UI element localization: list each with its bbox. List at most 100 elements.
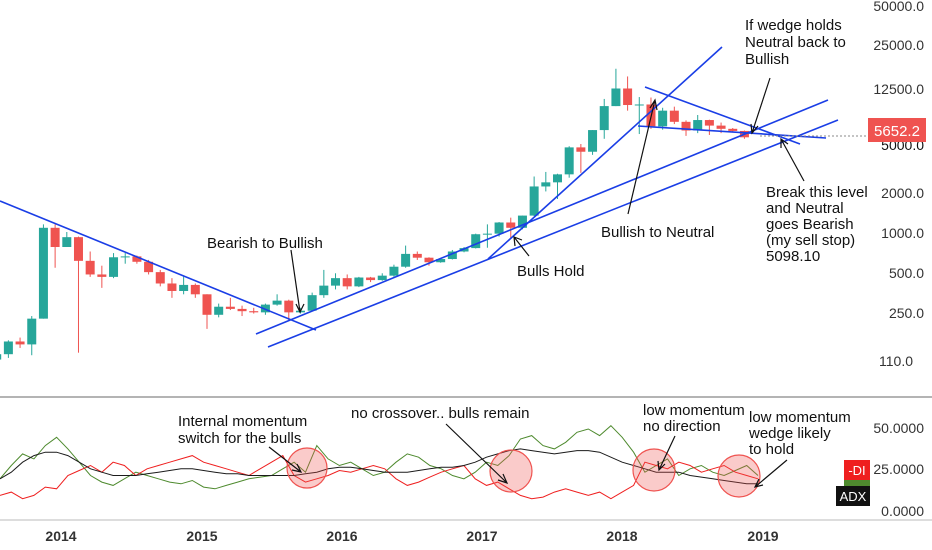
annotation-bearish-to-bullish: Bearish to Bullish <box>207 235 323 252</box>
candle-body <box>179 284 189 291</box>
trendlines <box>0 46 839 348</box>
adx-tag: ADX <box>840 489 867 504</box>
dmi-lines <box>0 425 759 500</box>
annotation-low-momentum-1: low momentum no direction <box>643 402 749 435</box>
candle-body <box>576 147 586 152</box>
candle-body <box>249 311 259 313</box>
y-tick: 110.0 <box>879 353 913 369</box>
downtrend-line <box>0 200 317 331</box>
indicator-axis[interactable]: 50.0000 25.0000 0.0000 <box>873 420 924 519</box>
candle-body <box>728 128 738 131</box>
candle-body <box>15 341 25 345</box>
support-line-1 <box>255 99 829 335</box>
candle-body <box>3 341 13 355</box>
annotation-bulls-hold: Bulls Hold <box>517 263 585 280</box>
wedge-lower-line <box>637 125 827 139</box>
candle-body <box>27 318 37 345</box>
candle-body <box>50 227 60 248</box>
x-tick: 2016 <box>326 528 357 544</box>
indicator-y-tick: 0.0000 <box>881 503 924 519</box>
candle-body <box>588 130 598 152</box>
highlight-circle <box>717 454 761 498</box>
candle-body <box>459 248 469 252</box>
arrow <box>290 249 305 314</box>
y-tick: 250.0 <box>889 305 924 321</box>
candle-body <box>260 304 270 313</box>
y-tick: 1000.0 <box>881 225 924 241</box>
candle-body <box>202 294 212 315</box>
candle-body <box>342 278 352 287</box>
candle-body <box>284 300 294 313</box>
adx-line <box>0 448 758 485</box>
annotation-low-momentum-2: low momentum wedge likely to hold <box>748 409 855 458</box>
candle-body <box>97 274 107 277</box>
highlight-circle <box>286 447 328 489</box>
candle-body <box>401 253 411 267</box>
time-axis[interactable]: 2014 2015 2016 2017 2018 2019 <box>45 528 778 544</box>
last-price-tag: 5652.2 <box>868 118 926 142</box>
candle-body <box>214 306 224 315</box>
y-tick: 500.0 <box>889 265 924 281</box>
candle-body <box>599 106 609 131</box>
highlight-circle <box>489 449 533 493</box>
candle-body <box>529 186 539 216</box>
y-tick: 50000.0 <box>873 0 924 14</box>
annotations: Bearish to Bullish Bulls Hold Bullish to… <box>178 17 872 458</box>
candle-body <box>132 256 142 262</box>
candle-body <box>447 251 457 260</box>
candle-body <box>623 88 633 106</box>
y-tick: 25000.0 <box>873 37 924 53</box>
candle-body <box>564 147 574 175</box>
arrow <box>268 446 303 473</box>
candle-body <box>471 234 481 249</box>
candle-body <box>541 182 551 187</box>
candle-body <box>494 222 504 234</box>
indicator-pane[interactable] <box>0 425 759 500</box>
plus_di-line <box>0 425 759 490</box>
arrow <box>753 459 788 488</box>
x-tick: 2018 <box>606 528 637 544</box>
indicator-y-tick: 25.0000 <box>873 461 924 477</box>
arrow <box>445 423 509 484</box>
arrow <box>780 137 805 182</box>
indicator-y-tick: 50.0000 <box>873 420 924 436</box>
x-tick: 2014 <box>45 528 76 544</box>
candle-body <box>681 121 691 131</box>
support-line-2 <box>267 119 839 348</box>
x-tick: 2015 <box>186 528 217 544</box>
candle-body <box>389 266 399 276</box>
candle-body <box>634 104 644 106</box>
x-tick: 2019 <box>747 528 778 544</box>
candle-body <box>319 285 329 296</box>
y-tick: 2000.0 <box>881 185 924 201</box>
arrow <box>513 236 530 257</box>
minus_di-line <box>0 454 759 500</box>
candle-body <box>62 237 72 248</box>
price-pane[interactable] <box>0 46 870 381</box>
candle-body <box>354 277 364 287</box>
candle-body <box>331 278 341 286</box>
candle-body <box>167 283 177 291</box>
annotation-wedge-holds: If wedge holds Neutral back to Bullish <box>745 17 850 68</box>
annotation-internal-momentum: Internal momentum switch for the bulls <box>178 413 311 447</box>
price-candles <box>0 68 749 360</box>
candle-body <box>85 260 95 275</box>
candle-body <box>272 300 282 305</box>
candle-body <box>225 306 235 309</box>
annotation-break-level: Break this level and Neutral goes Bearis… <box>766 184 872 265</box>
candle-body <box>144 261 154 273</box>
candle-body <box>73 237 83 261</box>
candle-body <box>669 110 679 122</box>
candle-body <box>38 227 48 319</box>
annotation-no-crossover: no crossover.. bulls remain <box>351 405 529 422</box>
candle-body <box>424 257 434 263</box>
candle-body <box>506 222 516 228</box>
highlight-circle <box>632 448 676 492</box>
candle-body <box>109 257 119 277</box>
candle-body <box>693 120 703 131</box>
arrow <box>750 77 771 135</box>
candle-body <box>716 125 726 129</box>
candle-body <box>482 233 492 235</box>
candle-body <box>0 354 2 360</box>
